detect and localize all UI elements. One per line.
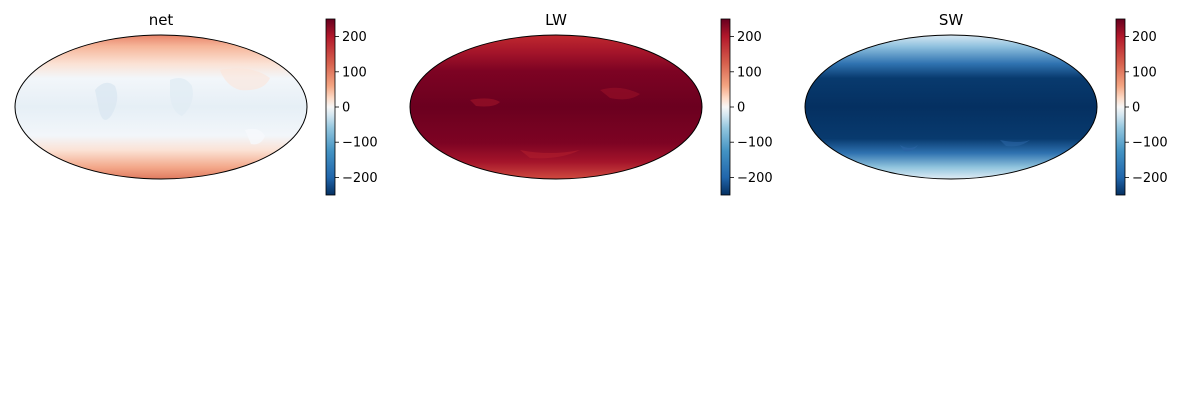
colorbar-net: 200 100 0 −100 −200 — [325, 18, 378, 196]
map-outline-sw — [804, 34, 1098, 180]
map-outline-net — [14, 34, 308, 180]
colorbars: 200 100 0 −100 −200 200 100 0 −100 −200 200 100 0 −10… — [325, 18, 1168, 196]
colorbar-strip — [325, 18, 336, 196]
colorbar-tick-label: 200 — [1132, 30, 1157, 45]
panel-sw: SW — [804, 11, 1098, 180]
colorbar-strip — [1115, 18, 1126, 196]
map-lw — [410, 35, 702, 179]
colorbar-tick-label: 0 — [1132, 101, 1140, 116]
colorbar-tick-label: 0 — [737, 101, 745, 116]
colorbar-strip — [720, 18, 731, 196]
colorbar-tick-label: −100 — [737, 136, 773, 151]
colorbar-tick-label: 200 — [737, 30, 762, 45]
colorbar-lw: 200 100 0 −100 −200 — [720, 18, 773, 196]
colorbar-tick-label: 100 — [1132, 65, 1157, 80]
panel-title-net: net — [149, 11, 174, 29]
colorbar-tick-label: −200 — [737, 171, 773, 186]
colorbar-sw: 200 100 0 −100 −200 — [1115, 18, 1168, 196]
map-outline-lw — [409, 34, 703, 180]
colorbar-tick-label: 0 — [342, 101, 350, 116]
panel-net: net — [14, 11, 308, 180]
colorbar-tick-label: 200 — [342, 30, 367, 45]
map-sw — [805, 35, 1097, 179]
colorbar-tick-label: −100 — [1132, 136, 1168, 151]
colorbar-tick-label: 100 — [737, 65, 762, 80]
colorbar-tick-label: −200 — [342, 171, 378, 186]
panel-title-lw: LW — [545, 11, 567, 29]
panel-lw: LW — [409, 11, 703, 180]
colorbar-tick-label: −200 — [1132, 171, 1168, 186]
colorbar-tick-label: 100 — [342, 65, 367, 80]
colorbar-tick-label: −100 — [342, 136, 378, 151]
panel-title-sw: SW — [939, 11, 964, 29]
map-net — [15, 35, 307, 179]
